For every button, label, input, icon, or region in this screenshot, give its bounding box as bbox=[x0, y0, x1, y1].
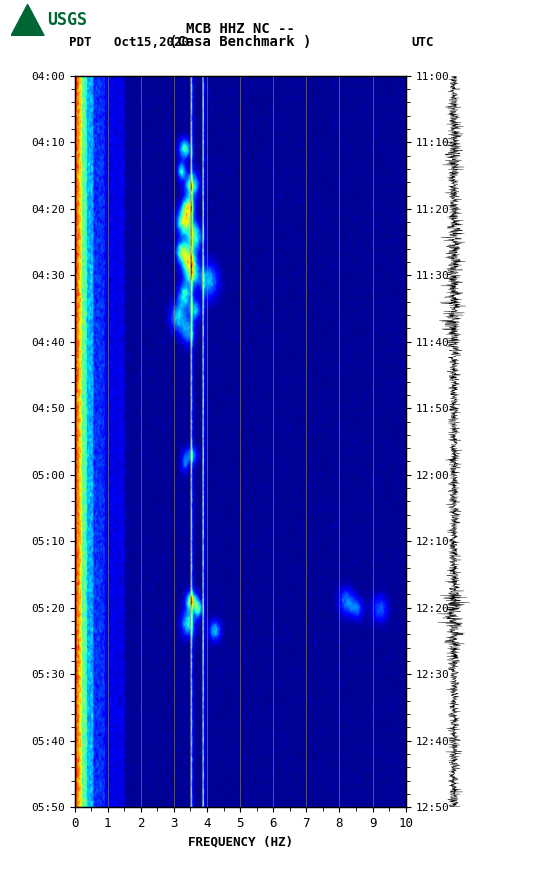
Polygon shape bbox=[11, 4, 44, 36]
Text: USGS: USGS bbox=[47, 11, 87, 29]
Text: PDT   Oct15,2020: PDT Oct15,2020 bbox=[69, 36, 189, 49]
X-axis label: FREQUENCY (HZ): FREQUENCY (HZ) bbox=[188, 836, 293, 848]
Text: (Casa Benchmark ): (Casa Benchmark ) bbox=[169, 35, 311, 49]
Text: MCB HHZ NC --: MCB HHZ NC -- bbox=[185, 21, 295, 36]
Text: UTC: UTC bbox=[411, 36, 434, 49]
